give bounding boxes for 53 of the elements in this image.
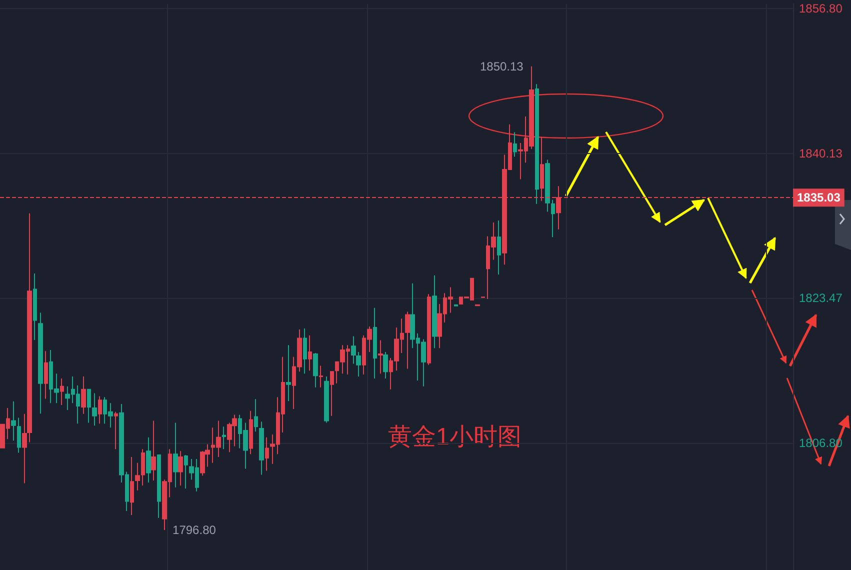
candlestick (146, 436, 151, 484)
candlestick (545, 159, 550, 212)
candlestick (130, 456, 134, 516)
candlestick (178, 450, 183, 486)
candlestick (151, 420, 156, 482)
y-tick-label: 1840.13 (799, 146, 843, 160)
ref-line-label: 1835.03 (797, 190, 841, 205)
candlestick (92, 392, 97, 426)
candlestick (135, 462, 140, 491)
candlestick (432, 274, 437, 349)
candlestick (373, 307, 377, 380)
annotation: 1850.13 (480, 59, 524, 74)
candlestick (254, 398, 258, 432)
candlestick (259, 421, 264, 476)
annotation: 1796.80 (172, 523, 216, 538)
candlestick (249, 410, 253, 455)
candlestick (497, 220, 501, 275)
candlestick (17, 417, 21, 454)
candlestick (98, 396, 102, 424)
candlestick (44, 350, 48, 400)
candlestick (319, 365, 323, 388)
candlestick (405, 311, 410, 370)
candlestick (378, 340, 383, 374)
candlestick (27, 212, 32, 443)
candlestick (308, 334, 312, 372)
candlestick (265, 436, 269, 472)
candlestick (38, 312, 43, 414)
candlestick (535, 84, 539, 204)
candlestick (427, 294, 431, 366)
candlestick (324, 376, 329, 424)
y-tick-label: 1856.80 (799, 1, 843, 16)
y-tick-label: 1823.47 (799, 291, 843, 306)
candlestick (22, 413, 27, 484)
candlestick (173, 422, 178, 488)
candlestick (286, 344, 291, 402)
candlestick (356, 352, 361, 378)
candlestick (383, 352, 388, 380)
candlestick (114, 411, 118, 450)
candlestick (157, 454, 161, 518)
candlestick (330, 371, 334, 416)
candlestick (303, 328, 307, 374)
candlestick (313, 352, 318, 388)
candlestick (60, 378, 64, 406)
candlestick (33, 273, 37, 340)
candlestick (11, 400, 16, 442)
candlestick (81, 376, 86, 414)
candlestick (351, 336, 356, 364)
candlestick (184, 454, 188, 489)
candlestick (141, 448, 145, 486)
candlestick (513, 132, 517, 158)
candlestick (222, 426, 226, 450)
candlestick (551, 199, 555, 238)
candlestick (87, 388, 91, 424)
